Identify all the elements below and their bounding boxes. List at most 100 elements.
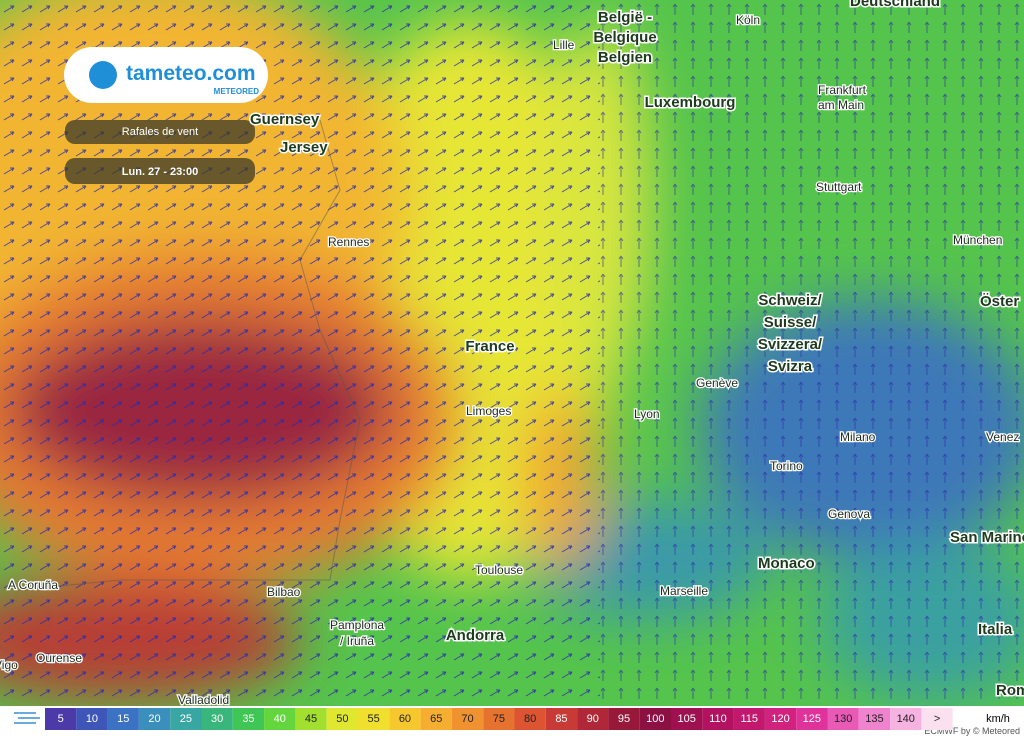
city: Lille <box>553 38 575 52</box>
legend-swatch <box>295 708 327 730</box>
legend-label: 5 <box>58 713 64 725</box>
legend: km/h ECMWF by © Meteored 5 10 15 20 25 30 35 40… <box>0 706 1024 736</box>
legend-label: 50 <box>336 713 348 725</box>
city: Vigo <box>0 658 18 672</box>
legend-swatch <box>890 708 922 730</box>
city: Lyon <box>634 407 660 421</box>
legend-swatch <box>232 708 265 730</box>
legend-label: > <box>934 713 940 725</box>
logo-text: tameteo.com <box>126 62 256 85</box>
country: Italia <box>978 621 1013 638</box>
legend-swatch <box>671 708 703 730</box>
wind-field <box>0 0 1024 706</box>
legend-swatch <box>107 708 139 730</box>
legend-label: 10 <box>86 713 98 725</box>
country: Belgien <box>598 49 652 66</box>
legend-swatch <box>577 708 609 730</box>
legend-label: 60 <box>399 713 411 725</box>
country: Andorra <box>446 627 505 644</box>
city: A Coruña <box>8 578 58 592</box>
legend-swatch <box>514 708 546 730</box>
legend-swatch <box>921 708 953 730</box>
city: Pamplona <box>330 618 384 632</box>
legend-swatch <box>358 708 390 730</box>
legend-label: 35 <box>242 713 254 725</box>
legend-swatch <box>702 708 734 730</box>
city: Bilbao <box>267 585 301 599</box>
layer-badge <box>65 120 255 144</box>
city: Venez <box>986 430 1019 444</box>
legend-swatch <box>796 708 828 730</box>
country: België - <box>598 9 652 26</box>
legend-swatch <box>264 708 296 730</box>
legend-swatch <box>326 708 358 730</box>
city: am Main <box>818 98 864 112</box>
city: Frankfurt <box>818 83 867 97</box>
country: Suisse/ <box>764 314 817 331</box>
layer-name: Rafales de vent <box>122 126 198 138</box>
legend-label: 90 <box>587 713 599 725</box>
legend-label: 100 <box>646 713 664 725</box>
island: Jersey <box>280 139 328 156</box>
city: / Iruña <box>340 634 374 648</box>
legend-label: 80 <box>524 713 536 725</box>
legend-swatch <box>733 708 765 730</box>
city: Torino <box>770 459 803 473</box>
city: Valladolid <box>178 693 229 707</box>
wind-icon <box>14 712 40 724</box>
time-badge <box>65 158 255 184</box>
legend-label: 20 <box>148 713 160 725</box>
legend-label: 110 <box>709 713 727 725</box>
legend-swatch <box>170 708 202 730</box>
legend-swatch <box>420 708 452 730</box>
unit: km/h <box>986 713 1010 725</box>
legend-swatch <box>545 708 578 730</box>
city: Ourense <box>36 651 82 665</box>
country: Svizzera/ <box>758 336 823 353</box>
city: Limoges <box>466 404 511 418</box>
legend-swatch <box>483 708 515 730</box>
legend-swatch <box>451 708 484 730</box>
city: Rennes <box>328 235 369 249</box>
legend-label: 140 <box>897 713 915 725</box>
legend-label: 85 <box>555 713 567 725</box>
country: Öster <box>980 293 1019 310</box>
legend-label: 45 <box>305 713 317 725</box>
legend-label: 125 <box>803 713 821 725</box>
legend-label: 40 <box>274 713 286 725</box>
legend-label: 105 <box>677 713 695 725</box>
place-labels: Deutschland België - Belgique Belgien Kö… <box>0 0 1024 708</box>
legend-swatch <box>389 708 421 730</box>
country: San Marino <box>950 529 1024 546</box>
legend-swatch <box>138 708 171 730</box>
country: Svizra <box>768 358 813 375</box>
country: Monaco <box>758 555 815 572</box>
city: Genève <box>696 376 738 390</box>
legend-label: 65 <box>430 713 442 725</box>
country: Luxembourg <box>645 94 736 111</box>
city: Genova <box>828 507 870 521</box>
legend-swatch <box>608 708 640 730</box>
country: Schweiz/ <box>758 292 822 309</box>
time: Lun. 27 - 23:00 <box>122 166 198 178</box>
legend-label: 130 <box>834 713 852 725</box>
legend-label: 25 <box>180 713 192 725</box>
brand: METEORED <box>214 87 260 96</box>
legend-label: 70 <box>461 713 473 725</box>
legend-label: 135 <box>865 713 883 725</box>
city: Toulouse <box>475 563 523 577</box>
legend-label: 15 <box>117 713 129 725</box>
legend-label: 115 <box>740 713 758 725</box>
legend-swatch <box>201 708 233 730</box>
country: Deutschland <box>850 0 940 10</box>
legend-swatch <box>45 708 77 730</box>
country: Belgique <box>593 29 656 46</box>
legend-swatch <box>827 708 859 730</box>
city: Köln <box>736 13 760 27</box>
legend-swatch <box>76 708 108 730</box>
city: München <box>953 233 1002 247</box>
legend-label: 120 <box>771 713 789 725</box>
legend-swatch <box>639 708 671 730</box>
legend-swatch <box>858 708 891 730</box>
